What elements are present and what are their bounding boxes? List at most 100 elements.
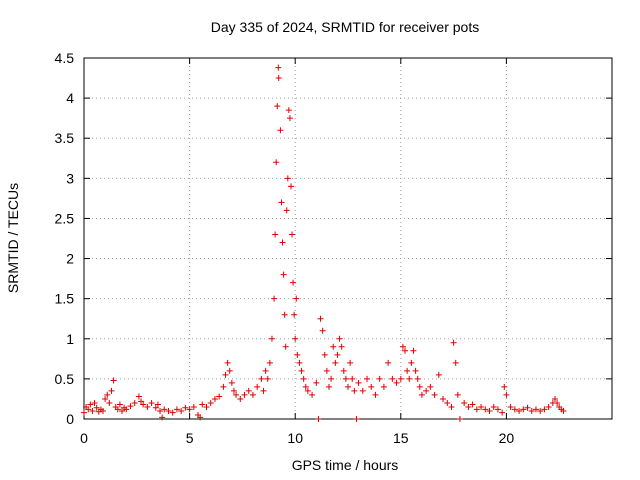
- data-point: [135, 393, 142, 400]
- data-point: [110, 377, 117, 384]
- data-point: [347, 359, 354, 366]
- data-point: [258, 375, 265, 382]
- data-point: [427, 383, 434, 390]
- data-point: [423, 387, 430, 394]
- data-point: [450, 339, 457, 346]
- data-point: [161, 406, 168, 413]
- data-point: [435, 371, 442, 378]
- data-point: [456, 416, 463, 422]
- data-point: [148, 399, 155, 406]
- data-point: [482, 406, 489, 413]
- data-marks: [81, 64, 567, 422]
- data-point: [473, 406, 480, 413]
- data-point: [281, 311, 288, 318]
- data-point: [351, 387, 358, 394]
- data-point: [104, 391, 111, 398]
- data-point: [275, 75, 282, 82]
- plot-frame: [83, 57, 613, 420]
- data-point: [278, 199, 285, 206]
- data-point: [272, 231, 279, 238]
- data-point: [537, 407, 544, 414]
- data-point: [402, 347, 409, 354]
- data-point: [364, 375, 371, 382]
- data-point: [340, 367, 347, 374]
- data-point: [260, 387, 267, 394]
- data-point: [230, 387, 237, 394]
- data-point: [273, 159, 280, 166]
- data-point: [89, 407, 96, 414]
- data-point: [237, 395, 244, 402]
- data-point: [287, 183, 294, 190]
- data-point: [131, 399, 138, 406]
- data-point: [406, 375, 413, 382]
- data-point: [119, 407, 126, 414]
- grid-lines: [84, 58, 612, 419]
- data-point: [309, 391, 316, 398]
- data-point: [315, 416, 322, 422]
- data-point: [190, 403, 197, 410]
- data-point: [100, 407, 107, 414]
- data-point: [106, 399, 113, 406]
- data-point: [264, 375, 271, 382]
- data-point: [152, 404, 159, 411]
- data-point: [282, 343, 289, 350]
- data-point: [551, 395, 558, 402]
- data-point: [211, 395, 218, 402]
- data-point: [283, 207, 290, 214]
- data-point: [516, 407, 523, 414]
- data-point: [228, 379, 235, 386]
- data-point: [93, 404, 100, 411]
- data-point: [332, 359, 339, 366]
- data-point: [178, 407, 185, 414]
- y-tick-label: 3.5: [55, 130, 75, 146]
- data-point: [296, 359, 303, 366]
- data-point: [321, 351, 328, 358]
- x-tick-label: 15: [393, 430, 409, 446]
- data-point: [336, 335, 343, 342]
- data-point: [313, 379, 320, 386]
- data-point: [169, 409, 176, 416]
- data-point: [165, 407, 172, 414]
- data-point: [293, 295, 300, 302]
- data-point: [532, 406, 539, 413]
- data-point: [275, 64, 282, 71]
- y-tick-label: 4.5: [55, 50, 75, 66]
- data-point: [494, 406, 501, 413]
- data-point: [279, 239, 286, 246]
- data-point: [454, 391, 461, 398]
- data-point: [345, 383, 351, 390]
- y-tick-label: 2.5: [55, 210, 75, 226]
- data-point: [207, 399, 214, 406]
- data-point: [87, 401, 94, 408]
- x-tick-label: 5: [186, 430, 194, 446]
- data-point: [274, 103, 281, 110]
- data-point: [349, 375, 356, 382]
- data-point: [254, 383, 261, 390]
- data-point: [81, 409, 87, 416]
- x-tick-label: 0: [80, 430, 88, 446]
- data-point: [545, 403, 552, 410]
- data-point: [338, 343, 345, 350]
- data-point: [233, 391, 240, 398]
- data-point: [328, 375, 335, 382]
- data-point: [157, 407, 164, 414]
- data-point: [277, 127, 284, 134]
- data-point: [280, 271, 287, 278]
- data-point: [271, 295, 278, 302]
- data-point: [319, 327, 326, 334]
- data-point: [197, 414, 204, 421]
- data-point: [448, 403, 455, 410]
- data-point: [123, 406, 130, 413]
- x-axis-label: GPS time / hours: [292, 457, 399, 473]
- data-point: [182, 404, 189, 411]
- data-point: [226, 367, 233, 374]
- data-point: [440, 395, 447, 402]
- data-point: [284, 175, 291, 182]
- data-point: [266, 359, 273, 366]
- data-point: [159, 414, 166, 421]
- data-point: [478, 403, 485, 410]
- data-point: [114, 406, 121, 413]
- data-point: [385, 359, 392, 366]
- data-point: [501, 383, 508, 390]
